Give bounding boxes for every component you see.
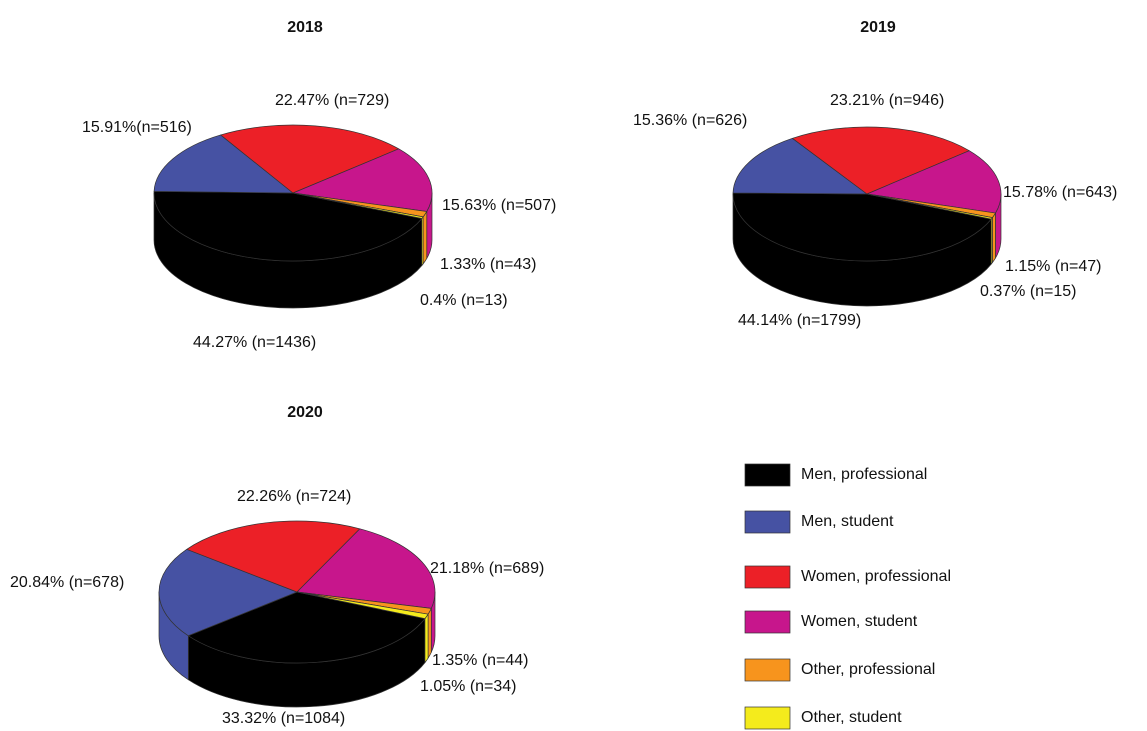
slice-side [424,613,429,663]
data-label: 0.4% (n=13) [420,292,508,309]
data-label: 21.18% (n=689) [430,560,544,577]
data-label: 1.35% (n=44) [432,652,529,669]
slice-side [990,217,993,265]
slice [296,591,429,619]
data-label: 44.27% (n=1436) [193,334,316,351]
slice [866,193,993,220]
slice [732,192,992,262]
data-label: 1.33% (n=43) [440,256,537,273]
chart-title: 2020 [287,404,323,421]
slice [292,192,424,219]
data-label: 0.37% (n=15) [980,283,1077,300]
legend-label: Other, professional [801,661,935,678]
slice-side [992,212,996,263]
legend-swatch [744,610,791,634]
slice [792,126,970,195]
legend-swatch [744,565,791,589]
slice-side [427,608,432,659]
data-label: 22.26% (n=724) [237,488,351,505]
legend-swatch [744,658,791,682]
data-label: 15.63% (n=507) [442,197,556,214]
legend-label: Men, student [801,513,894,530]
data-label: 15.78% (n=643) [1003,184,1117,201]
slice [158,548,298,637]
chart-title: 2019 [860,19,896,36]
slice-side [422,211,428,265]
slice [732,137,868,195]
slice [153,191,423,262]
data-label: 15.36% (n=626) [633,112,747,129]
slice [866,150,1002,214]
legend-label: Women, professional [801,568,951,585]
legend-swatch [744,706,791,730]
data-label: 1.05% (n=34) [420,678,517,695]
legend-label: Men, professional [801,466,927,483]
data-label: 22.47% (n=729) [275,92,389,109]
data-label: 44.14% (n=1799) [738,312,861,329]
legend-label: Women, student [801,613,918,630]
data-label: 1.15% (n=47) [1005,258,1102,275]
legend-swatch [744,463,791,487]
data-label: 15.91%(n=516) [82,119,192,136]
slice [220,124,400,194]
slice [186,520,361,593]
slice [187,591,426,664]
chart-title: 2018 [287,19,323,36]
legend-label: Other, student [801,709,902,726]
legend-swatch [744,510,791,534]
data-label: 33.32% (n=1084) [222,710,345,727]
slice [296,528,436,609]
slice-side [421,216,424,266]
data-label: 20.84% (n=678) [10,574,124,591]
slice [153,134,294,194]
data-label: 23.21% (n=946) [830,92,944,109]
slice [292,148,433,212]
